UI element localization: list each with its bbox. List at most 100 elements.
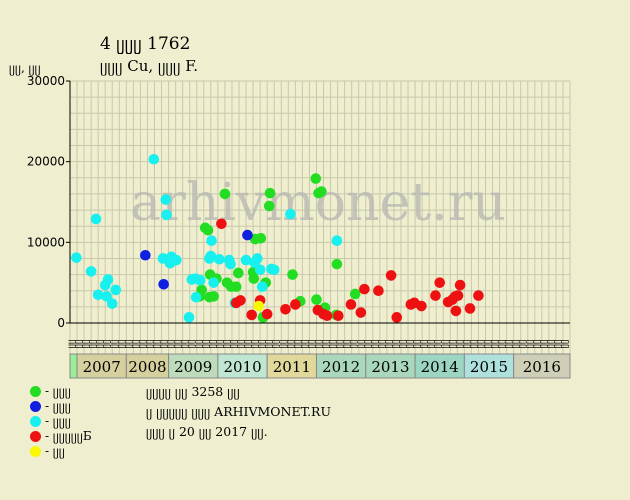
data-point [261, 308, 273, 320]
y-tick-label: 20000 [27, 155, 65, 169]
year-band: 2007 2008 2009 2010 2011 2012 2013 2014 2015 2016 [69, 353, 571, 379]
x-tick-label: ᥩᥩ [144, 339, 154, 348]
x-tick-label: ᥩᥩ [376, 339, 386, 348]
info-line: ᥩ ᥩᥩᥩᥩᥩ ᥩᥩᥩ ARHIVMONET.RU [146, 404, 332, 419]
x-tick-label: ᥩᥩ [207, 339, 217, 348]
x-tick-label: ᥩᥩ [179, 339, 189, 348]
year-cell [463, 353, 515, 379]
data-point [160, 194, 172, 205]
year-cell [69, 353, 78, 379]
x-tick-label: ᥩᥩ [524, 339, 534, 348]
y-tick-label: 0 [57, 316, 65, 330]
data-point [233, 267, 244, 279]
data-point [385, 270, 397, 281]
y-tick-label: 10000 [27, 235, 65, 249]
x-tick-label: ᥩᥩ [461, 339, 471, 348]
x-tick-label: ᥩᥩ [362, 339, 372, 348]
data-point [290, 299, 301, 310]
x-axis-labels: ᥩᥩᥩᥩᥩᥩᥩᥩᥩᥩᥩᥩᥩᥩᥩᥩᥩᥩᥩᥩᥩᥩᥩᥩᥩᥩᥩᥩᥩᥩᥩᥩᥩᥩᥩᥩᥩᥩᥩᥩ… [67, 322, 570, 349]
data-point [311, 294, 322, 305]
y-axis: 0 10000 20000 30000 [27, 74, 71, 330]
legend-item: - ᥩᥩᥩᥩᥩБ [30, 429, 92, 444]
x-tick-label: ᥩᥩ [165, 339, 175, 348]
data-point [359, 283, 370, 295]
x-tick-label: ᥩᥩ [348, 339, 358, 348]
data-point [373, 285, 384, 297]
legend-label: - ᥩᥩᥩ [45, 399, 71, 413]
data-point [90, 213, 102, 225]
year-label: 2010 [223, 358, 261, 376]
x-tick-label: ᥩᥩ [545, 339, 555, 348]
chart-subtitle: ᥩᥩᥩ Cu, ᥩᥩᥩ F. [100, 57, 199, 75]
x-tick-label: ᥩᥩ [172, 339, 182, 348]
data-points [71, 153, 484, 323]
x-tick-label: ᥩᥩ [426, 339, 436, 348]
x-tick-label: ᥩᥩ [503, 339, 513, 348]
year-label: 2008 [128, 358, 166, 376]
x-tick-label: ᥩᥩ [496, 339, 506, 348]
data-point [71, 252, 82, 263]
data-point [268, 264, 280, 276]
data-point [235, 295, 246, 306]
x-tick-label: ᥩᥩ [482, 339, 492, 348]
data-point [208, 277, 219, 288]
data-point [316, 186, 327, 197]
data-point [464, 303, 476, 314]
legend-label: - ᥩᥩᥩᥩᥩБ [45, 429, 92, 443]
data-point [171, 254, 182, 266]
x-tick-label: ᥩᥩ [412, 339, 422, 348]
year-label: 2014 [421, 358, 459, 376]
x-tick-label: ᥩᥩ [221, 339, 231, 348]
data-point [242, 229, 253, 241]
x-tick-label: ᥩᥩ [214, 339, 224, 348]
data-point [101, 291, 112, 302]
x-tick-label: ᥩᥩ [552, 339, 562, 348]
data-point [230, 281, 242, 293]
x-tick-label: ᥩᥩ [419, 339, 429, 348]
data-point [92, 289, 104, 301]
year-cell [414, 353, 465, 379]
x-tick-label: ᥩᥩ [510, 339, 520, 348]
data-point [264, 187, 276, 199]
chart-title: 4 ᥩᥩᥩ 1762 [100, 34, 191, 54]
year-cell [125, 353, 170, 379]
data-point [253, 300, 265, 312]
x-tick-label: ᥩᥩ [88, 339, 98, 348]
year-label: 2013 [371, 358, 409, 376]
data-point [148, 153, 160, 165]
legend-item: - ᥩᥩ [30, 444, 92, 459]
data-point [246, 309, 257, 321]
data-point [216, 218, 227, 230]
data-point [280, 303, 291, 315]
x-tick-label: ᥩᥩ [200, 339, 210, 348]
x-tick-label: ᥩᥩ [355, 339, 365, 348]
data-point [310, 173, 322, 184]
legend-dot-icon [30, 431, 41, 442]
x-tick-label: ᥩᥩ [292, 339, 302, 348]
data-point [194, 274, 206, 286]
data-point [391, 312, 403, 323]
data-point [285, 208, 296, 220]
x-tick-label: ᥩᥩ [285, 339, 295, 348]
x-tick-label: ᥩᥩ [123, 339, 133, 348]
x-tick-label: ᥩᥩ [468, 339, 478, 348]
data-point [349, 288, 361, 300]
x-tick-label: ᥩᥩ [306, 339, 316, 348]
legend-dot-icon [30, 401, 41, 412]
data-point [183, 312, 195, 323]
x-tick-label: ᥩᥩ [130, 339, 140, 348]
x-tick-label: ᥩᥩ [299, 339, 309, 348]
x-tick-label: ᥩᥩ [454, 339, 464, 348]
x-tick-label: ᥩᥩ [369, 339, 379, 348]
data-point [208, 291, 219, 302]
x-tick-label: ᥩᥩ [383, 339, 393, 348]
x-tick-label: ᥩᥩ [137, 339, 147, 348]
legend-label: - ᥩᥩᥩ [45, 384, 71, 398]
legend-dot-icon [30, 416, 41, 427]
legend-item: - ᥩᥩᥩ [30, 414, 92, 429]
x-tick-label: ᥩᥩ [475, 339, 485, 348]
data-point [454, 279, 466, 291]
plot-area [70, 81, 570, 323]
x-tick-label: ᥩᥩ [405, 339, 415, 348]
